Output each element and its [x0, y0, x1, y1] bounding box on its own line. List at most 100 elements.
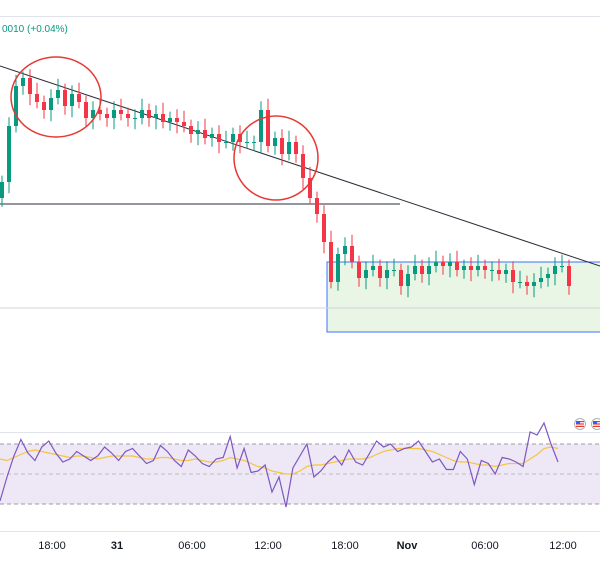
candle-up[interactable] [7, 126, 11, 182]
candle-up[interactable] [392, 270, 396, 271]
candle-up[interactable] [434, 262, 438, 266]
us-flag-event-icon[interactable] [574, 418, 586, 430]
candle-down[interactable] [329, 242, 333, 282]
candle-down[interactable] [238, 134, 242, 142]
candle-up[interactable] [140, 110, 144, 118]
x-tick-label: 12:00 [254, 540, 282, 552]
candle-down[interactable] [483, 266, 487, 270]
candle-down[interactable] [357, 262, 361, 278]
candle-up[interactable] [56, 90, 60, 98]
candle-down[interactable] [497, 270, 501, 274]
candle-up[interactable] [427, 266, 431, 274]
candle-up[interactable] [364, 270, 368, 278]
descending-trendline[interactable] [0, 65, 600, 267]
candle-up[interactable] [91, 110, 95, 118]
candle-down[interactable] [175, 118, 179, 122]
candle-down[interactable] [77, 94, 81, 102]
time-axis: 18:00 31 06:00 12:00 18:00 Nov 06:00 12:00 [38, 540, 577, 552]
candle-up[interactable] [448, 262, 452, 266]
candle-down[interactable] [378, 266, 382, 278]
candle-down[interactable] [441, 262, 445, 266]
candle-up[interactable] [343, 246, 347, 254]
candle-up[interactable] [224, 142, 228, 143]
candle-down[interactable] [280, 138, 284, 154]
candle-up[interactable] [0, 182, 4, 198]
candle-up[interactable] [553, 266, 557, 274]
candle-down[interactable] [315, 198, 319, 214]
price-change-text: 0010 (+0.04%) [2, 24, 68, 35]
candle-up[interactable] [154, 114, 158, 118]
candle-down[interactable] [399, 270, 403, 286]
x-tick-label: 12:00 [549, 540, 577, 552]
candle-up[interactable] [168, 118, 172, 122]
candle-down[interactable] [105, 114, 109, 118]
candle-down[interactable] [567, 266, 571, 286]
x-tick-label: 06:00 [471, 540, 499, 552]
candle-up[interactable] [14, 86, 18, 126]
candle-up[interactable] [504, 270, 508, 274]
candle-up[interactable] [273, 138, 277, 146]
candle-down[interactable] [35, 94, 39, 102]
candle-down[interactable] [308, 178, 312, 198]
candle-up[interactable] [70, 94, 74, 106]
candle-up[interactable] [518, 282, 522, 283]
lower-high-circle-1[interactable] [10, 56, 102, 138]
candle-up[interactable] [49, 98, 53, 110]
candle-up[interactable] [546, 274, 550, 278]
candle-up[interactable] [259, 110, 263, 142]
candle-up[interactable] [112, 110, 116, 118]
candle-down[interactable] [119, 110, 123, 114]
candle-up[interactable] [476, 266, 480, 270]
candle-up[interactable] [490, 270, 494, 271]
candle-down[interactable] [301, 154, 305, 178]
candle-up[interactable] [287, 142, 291, 154]
candle-down[interactable] [182, 122, 186, 126]
candle-down[interactable] [294, 142, 298, 154]
candles-group [0, 69, 571, 298]
candle-down[interactable] [84, 102, 88, 118]
candle-down[interactable] [161, 114, 165, 122]
candle-down[interactable] [455, 262, 459, 270]
candle-down[interactable] [217, 134, 221, 142]
candle-down[interactable] [63, 90, 67, 106]
candle-up[interactable] [336, 254, 340, 282]
candle-up[interactable] [539, 278, 543, 282]
us-flag-event-icon[interactable] [591, 418, 600, 430]
candle-up[interactable] [252, 142, 256, 143]
candle-down[interactable] [322, 214, 326, 242]
candle-up[interactable] [385, 270, 389, 278]
x-tick-label: 06:00 [178, 540, 206, 552]
candle-up[interactable] [462, 266, 466, 270]
candle-down[interactable] [525, 282, 529, 286]
x-tick-label: 18:00 [331, 540, 359, 552]
candle-up[interactable] [413, 266, 417, 274]
candle-down[interactable] [147, 110, 151, 118]
candle-down[interactable] [203, 130, 207, 138]
candle-up[interactable] [210, 134, 214, 138]
candle-down[interactable] [469, 266, 473, 270]
candle-up[interactable] [532, 282, 536, 286]
candle-down[interactable] [98, 110, 102, 114]
candle-up[interactable] [560, 266, 564, 267]
candle-down[interactable] [126, 114, 130, 118]
candle-down[interactable] [350, 246, 354, 262]
candle-down[interactable] [420, 266, 424, 274]
candle-up[interactable] [406, 274, 410, 286]
rsi-moving-average-line [0, 446, 559, 475]
candle-up[interactable] [133, 118, 137, 119]
candle-up[interactable] [21, 78, 25, 86]
candle-up[interactable] [245, 142, 249, 143]
candle-up[interactable] [196, 130, 200, 134]
candle-down[interactable] [28, 78, 32, 94]
rsi-line [0, 421, 559, 508]
lower-high-circle-2[interactable] [233, 115, 319, 201]
candle-down[interactable] [266, 110, 270, 146]
candle-up[interactable] [371, 266, 375, 270]
candle-up[interactable] [231, 134, 235, 142]
candle-down[interactable] [42, 102, 46, 110]
candle-down[interactable] [189, 126, 193, 134]
x-tick-label: 18:00 [38, 540, 66, 552]
candle-down[interactable] [511, 270, 515, 282]
